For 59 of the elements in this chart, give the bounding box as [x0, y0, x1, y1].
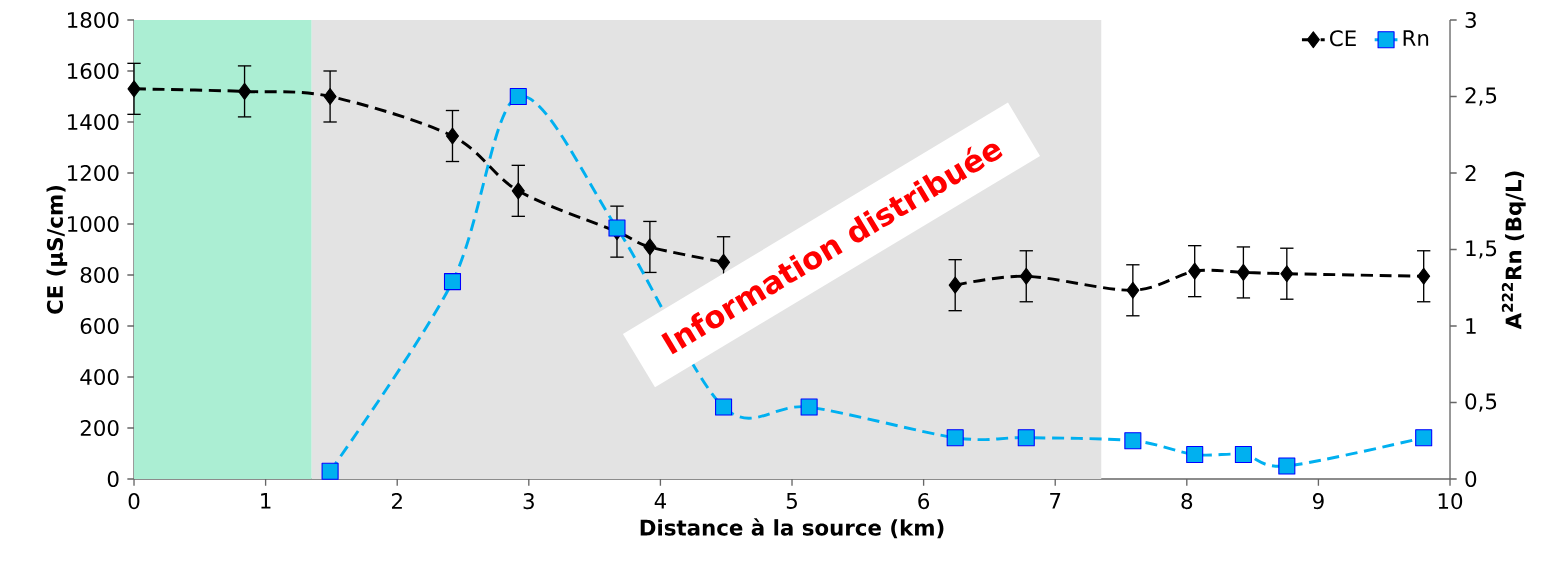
y-tick-label: 600 [80, 317, 119, 335]
point [445, 127, 460, 145]
legend-label: Rn [1403, 30, 1429, 46]
y-tick-label: 1600 [68, 62, 119, 80]
point [1234, 445, 1252, 464]
point [238, 82, 252, 100]
point [1186, 445, 1204, 464]
point [715, 398, 733, 416]
x-tick-label: 3 [523, 493, 534, 510]
point [1415, 429, 1433, 447]
x-tick-label: 8 [1181, 493, 1193, 510]
y-tick-label: 400 [80, 368, 119, 386]
point [127, 80, 141, 98]
y-tick-label: 1000 [68, 215, 119, 233]
y2-tick-label: 1 [1466, 318, 1476, 334]
y2-tick-label: 1,5 [1466, 240, 1497, 259]
point [511, 182, 525, 200]
point [643, 238, 657, 256]
point [1126, 281, 1140, 299]
x-tick-label: 4 [654, 493, 666, 509]
x-tick-label: 2 [391, 493, 402, 509]
point [946, 429, 964, 447]
y-tick-label: 1200 [68, 164, 119, 182]
point [1188, 262, 1202, 280]
point [1278, 457, 1296, 475]
y-tick-label: 1800 [68, 11, 119, 29]
point [1236, 263, 1250, 281]
y2-tick-label: 0 [1465, 470, 1477, 488]
x-tick-label: 1 [261, 493, 271, 509]
y2-axis-title: A$^{222}$Rn (Bq/L) [1501, 171, 1526, 330]
x-axis-title: Distance à la source (km) [640, 518, 944, 539]
y-tick-label: 1400 [68, 113, 119, 131]
y2-tick-label: 2 [1465, 165, 1476, 181]
point [1417, 267, 1431, 285]
point [323, 87, 337, 106]
x-tick-label: 7 [1050, 493, 1061, 509]
point [509, 87, 527, 106]
point [443, 273, 462, 291]
point [608, 219, 626, 237]
x-tick-label: 10 [1438, 493, 1463, 510]
y2-tick-label: 0,5 [1465, 393, 1497, 412]
x-tick-label: 5 [786, 493, 797, 509]
point [1019, 267, 1033, 285]
y-tick-label: 200 [80, 419, 119, 437]
point [948, 276, 962, 294]
point [1124, 432, 1142, 450]
point [1280, 265, 1294, 283]
y-tick-label: 800 [80, 266, 119, 284]
point [800, 398, 818, 416]
y2-tick-label: 2,5 [1465, 87, 1497, 106]
x-tick-label: 9 [1312, 493, 1324, 510]
point [321, 462, 339, 480]
x-tick-label: 0 [128, 493, 140, 510]
y-tick-label: 0 [107, 470, 119, 488]
x-tick-label: 6 [918, 493, 930, 510]
point [1017, 429, 1035, 447]
y2-tick-label: 3 [1465, 11, 1476, 29]
y-axis-title: CE (µS/cm) [46, 185, 68, 314]
legend-label: CE [1330, 30, 1356, 47]
